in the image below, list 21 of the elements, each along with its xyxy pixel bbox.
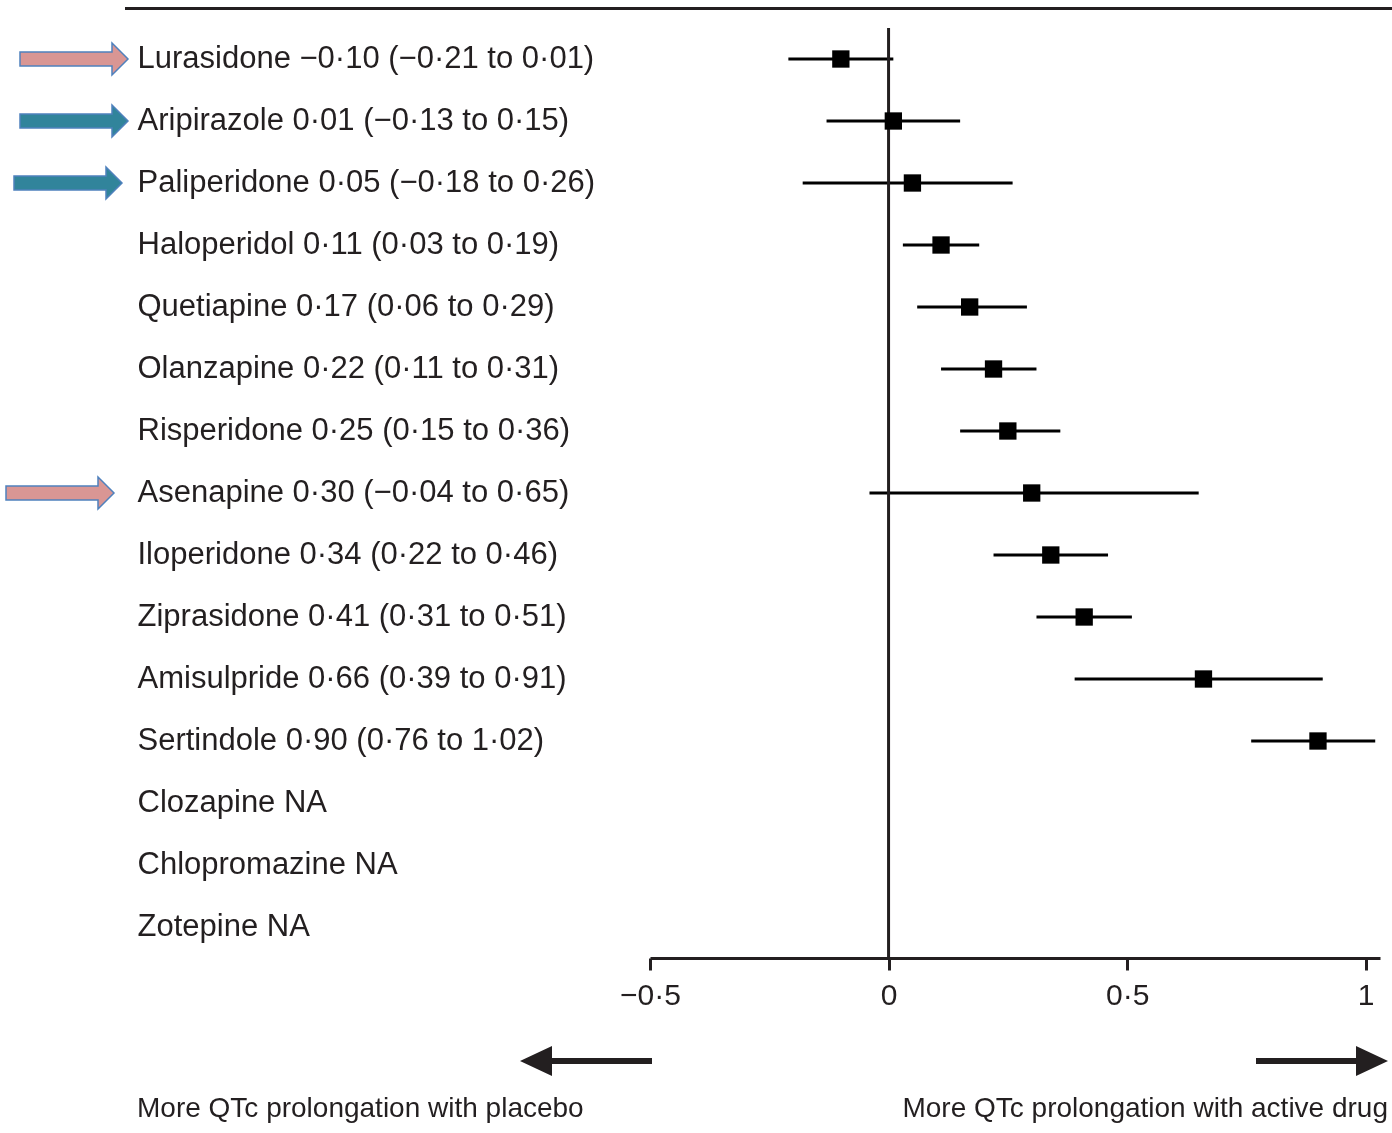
text: More QTc prolongation with active drug: [902, 1092, 1388, 1124]
y-tick-label: Risperidone 0·25 (0·15 to 0·36): [137, 412, 571, 447]
y-tick-label: Chlopromazine NA: [137, 846, 398, 881]
y-tick-label: Amisulpride 0·66 (0·39 to 0·91): [137, 660, 567, 695]
y-tick-label: Olanzapine 0·22 (0·11 to 0·31): [137, 350, 560, 385]
y-tick-label: Quetiapine 0·17 (0·06 to 0·29): [137, 288, 555, 323]
x-tick-label: 1: [1357, 977, 1375, 1011]
y-tick-label: Asenapine 0·30 (−0·04 to 0·65): [137, 474, 570, 509]
text: More QTc prolongation with placebo: [137, 1092, 584, 1124]
y-tick-label: Iloperidone 0·34 (0·22 to 0·46): [137, 536, 558, 571]
y-tick-label: Haloperidol 0·11 (0·03 to 0·19): [137, 226, 560, 261]
y-tick-label: Aripirazole 0·01 (−0·13 to 0·15): [137, 102, 570, 137]
x-tick-label: 0: [880, 977, 898, 1011]
y-tick-label: Sertindole 0·90 (0·76 to 1·02): [137, 722, 545, 757]
y-tick-label: Ziprasidone 0·41 (0·31 to 0·51): [137, 598, 567, 633]
y-tick-label: Zotepine NA: [137, 908, 311, 943]
y-tick-label: Lurasidone −0·10 (−0·21 to 0·01): [137, 40, 595, 75]
x-tick-label: −0·5: [620, 977, 681, 1011]
y-tick-label: Clozapine NA: [137, 784, 328, 819]
y-tick-label: Paliperidone 0·05 (−0·18 to 0·26): [137, 164, 596, 199]
x-tick-label: 0·5: [1105, 977, 1150, 1011]
